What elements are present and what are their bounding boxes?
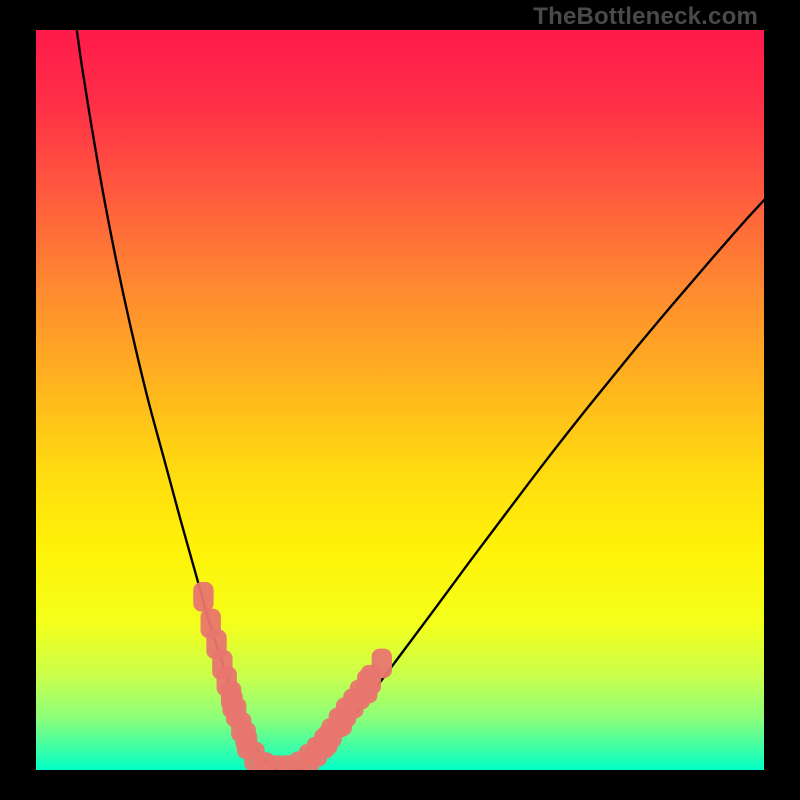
v-curve xyxy=(77,30,764,769)
curves-layer xyxy=(36,30,764,770)
marker-cluster xyxy=(193,582,392,770)
data-marker xyxy=(193,582,213,612)
data-marker xyxy=(222,689,242,719)
data-marker xyxy=(332,706,352,736)
watermark-label: TheBottleneck.com xyxy=(533,3,758,31)
plot-area xyxy=(36,30,764,770)
chart-frame xyxy=(36,30,764,770)
curve-left xyxy=(77,30,276,769)
data-marker xyxy=(235,722,255,752)
data-marker xyxy=(361,665,381,695)
